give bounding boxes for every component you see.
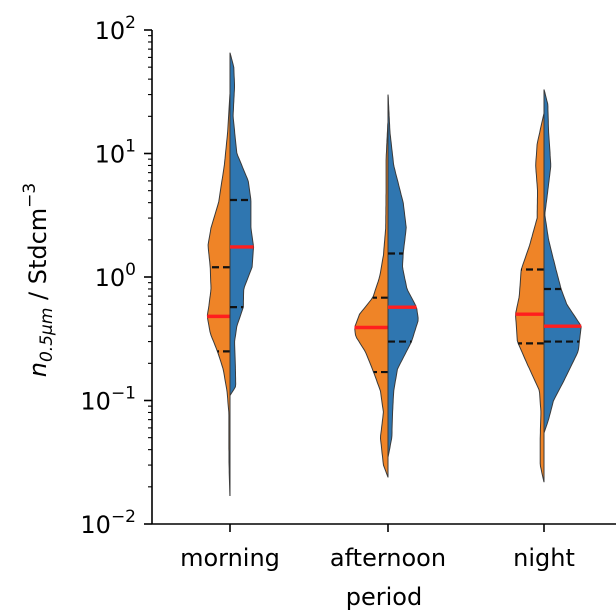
violin-right-morning [229,52,255,396]
y-tick-label: 101 [95,137,136,169]
y-tick-label: 100 [95,260,136,292]
y-axis-title-exp: −3 [20,183,40,208]
y-tick-label: 10−1 [80,384,136,416]
y-axis-title-sub: 0.5μm [37,308,57,362]
x-axis: morning afternoon night [152,523,616,572]
y-axis-title-unit: / Stdcm [24,208,52,308]
x-tick-label: afternoon [330,544,446,572]
x-tick-label: morning [180,544,280,572]
y-axis-title-var: n [24,362,52,377]
violin-right-night [543,89,582,434]
y-axis: 102 101 100 10−1 10−2 [80,13,153,539]
y-tick-label: 102 [95,13,136,45]
x-tick-label: night [513,544,575,572]
y-axis-title: n0.5μm / Stdcm−3 [20,183,57,378]
y-tick-label: 10−2 [80,507,136,539]
violin-left-night [515,113,545,483]
violin-left-afternoon [354,121,389,478]
x-axis-title: period [346,583,422,611]
violin-left-morning [206,94,231,496]
violin-layer [206,52,582,496]
violin-right-afternoon [387,94,419,458]
